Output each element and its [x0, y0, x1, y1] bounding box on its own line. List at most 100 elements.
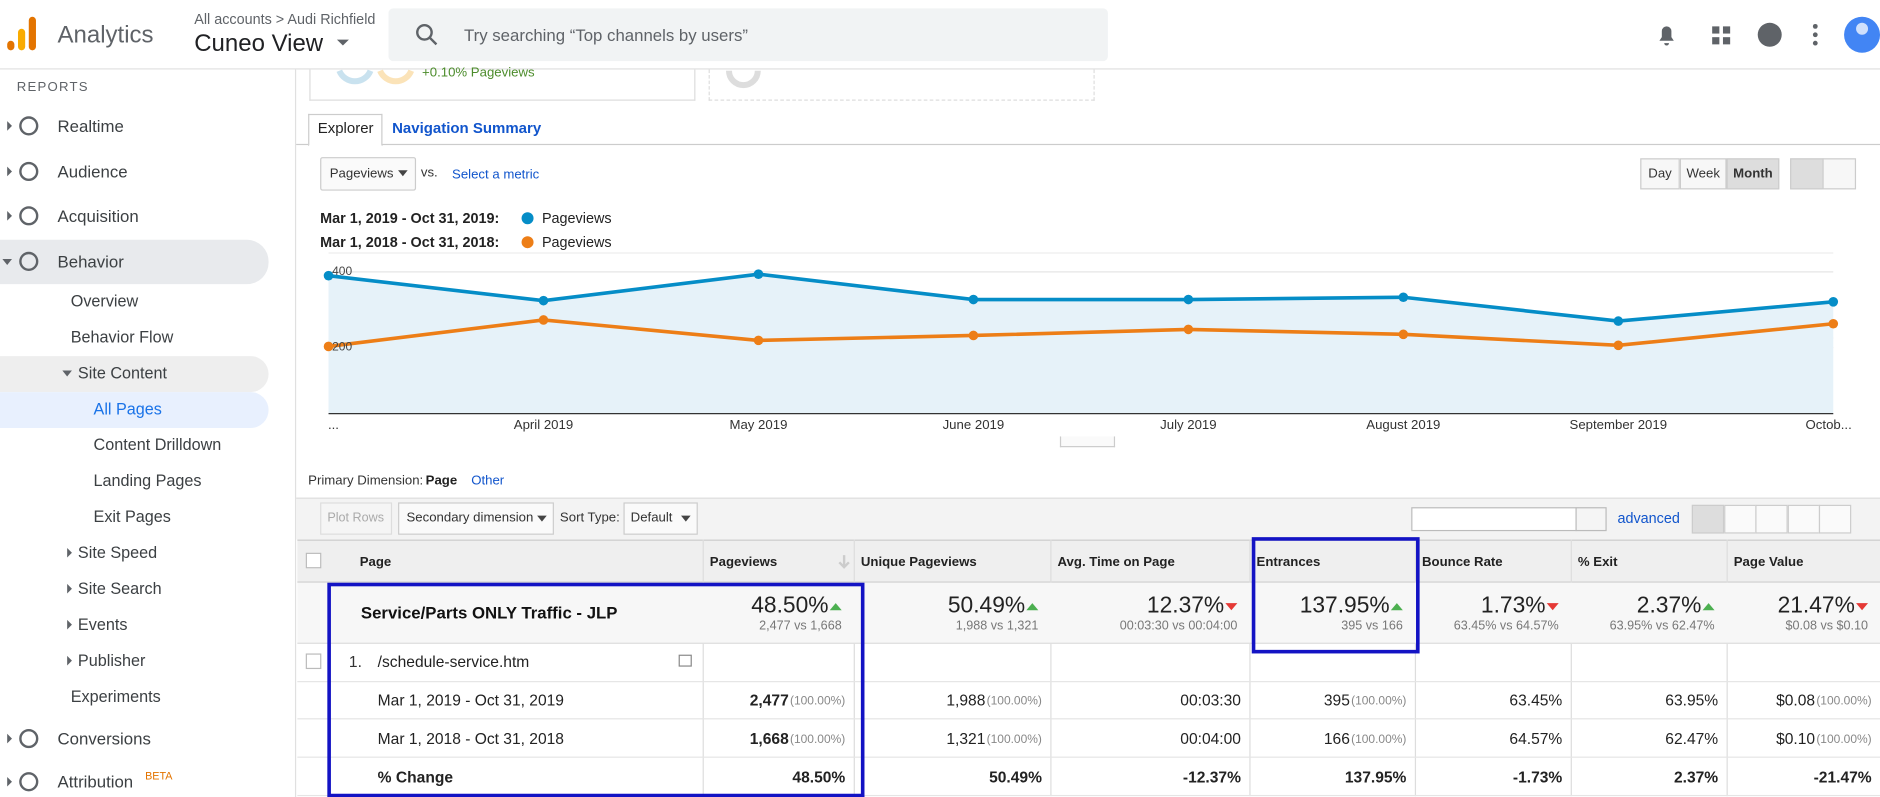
summary-value: 50.49%	[947, 593, 1026, 619]
table-row	[297, 758, 1880, 797]
point	[1183, 294, 1194, 305]
tab-active	[308, 113, 383, 147]
y-tick-label: 200	[332, 340, 353, 355]
nav-item[interactable]: All Pages	[93, 399, 162, 418]
advanced-link[interactable]: advanced	[1617, 509, 1680, 527]
summary-label: Service/Parts ONLY Traffic - JLP	[360, 603, 618, 623]
view-selector[interactable]: Cuneo View	[194, 30, 324, 57]
row-value: 1,321	[946, 729, 986, 748]
nav-item[interactable]: Publisher	[77, 651, 146, 670]
sidebar	[0, 69, 297, 797]
nav-item[interactable]: Audience	[57, 161, 128, 182]
nav-item[interactable]: Site Search	[77, 579, 162, 598]
select-metric[interactable]: Select a metric	[452, 167, 540, 183]
column-header: Bounce Rate	[1422, 555, 1503, 570]
row-index: 1.	[348, 652, 362, 671]
nav-item[interactable]: Site Content	[77, 363, 168, 382]
table-header	[297, 539, 1880, 583]
column-header: Entrances	[1256, 555, 1321, 570]
scorecard	[708, 69, 1095, 101]
legend-label: Pageviews	[541, 209, 612, 227]
other-dimension[interactable]: Other	[471, 473, 505, 488]
row-share: (100.00%)	[1816, 733, 1872, 747]
summary-detail: 2,477 vs 1,668	[759, 618, 842, 634]
period-label[interactable]: Day	[1648, 166, 1672, 182]
tab[interactable]: Navigation Summary	[392, 119, 542, 137]
period-label[interactable]: Month	[1733, 166, 1773, 182]
behavior-highlight	[0, 239, 269, 285]
area	[328, 274, 1834, 414]
nav-item[interactable]: Realtime	[57, 116, 124, 136]
search-input[interactable]: Try searching “Top channels by users”	[464, 25, 748, 45]
metric-select[interactable]: Pageviews	[329, 166, 394, 182]
nav-item[interactable]: Conversions	[57, 728, 151, 749]
summary-value: 2.37%	[1636, 593, 1702, 619]
nav-item[interactable]: Content Drilldown	[93, 435, 222, 454]
row-share: (100.00%)	[789, 694, 846, 709]
line	[328, 318, 1834, 349]
legend-period: Mar 1, 2019 - Oct 31, 2019:	[320, 209, 500, 227]
period-label[interactable]: Week	[1686, 166, 1720, 182]
nav-item[interactable]: Acquisition	[57, 206, 139, 226]
row-value: 1,668	[749, 729, 789, 748]
legend-dot	[521, 212, 534, 225]
column-divider	[1570, 539, 1572, 797]
point	[753, 269, 764, 279]
row-value: 2,477	[749, 691, 789, 710]
scorecard-change: +0.10% Pageviews	[422, 65, 535, 81]
point	[1613, 340, 1624, 351]
column-header: Unique Pageviews	[860, 555, 977, 570]
summary-detail: 395 vs 166	[1341, 618, 1403, 634]
primary-dimension-label: Primary Dimension:	[308, 473, 424, 488]
table-row	[297, 681, 1880, 720]
row-value: 00:03:30	[1180, 691, 1241, 710]
x-tick-label: June 2019	[942, 418, 1005, 433]
legend-period: Mar 1, 2018 - Oct 31, 2018:	[320, 233, 500, 251]
column-header: % Exit	[1577, 555, 1618, 570]
row-value: -21.47%	[1813, 767, 1872, 786]
row-share: (100.00%)	[1351, 694, 1407, 709]
row-value: 00:04:00	[1180, 729, 1241, 748]
summary-value: 12.37%	[1146, 593, 1225, 619]
row-value: -1.73%	[1512, 767, 1563, 786]
nav-item[interactable]: Experiments	[70, 687, 161, 706]
primary-dimension: Page	[425, 473, 458, 488]
point	[1183, 324, 1194, 335]
row-value: 1,988	[946, 691, 986, 710]
row-value: 395	[1323, 691, 1350, 710]
nav-item[interactable]: Attribution	[57, 772, 134, 792]
summary-row	[297, 582, 1880, 644]
nav-item[interactable]: Events	[77, 615, 128, 634]
tab-line	[296, 143, 1880, 146]
secondary-dimension[interactable]: Secondary dimension	[406, 510, 534, 526]
row-value: 50.49%	[989, 767, 1042, 786]
row-value: 166	[1323, 729, 1350, 748]
row-share: (100.00%)	[1816, 694, 1872, 709]
row-share: (100.00%)	[986, 733, 1042, 747]
column-divider	[1726, 539, 1728, 797]
row-value: 64.57%	[1509, 729, 1563, 748]
point	[753, 335, 764, 346]
tab[interactable]: Explorer	[317, 119, 374, 137]
row-value: 63.45%	[1509, 691, 1563, 710]
nav-item[interactable]: Exit Pages	[93, 507, 171, 526]
point	[538, 295, 549, 306]
point	[1613, 316, 1624, 326]
row-share: (100.00%)	[1351, 733, 1407, 747]
nav-item[interactable]: Landing Pages	[93, 471, 202, 490]
row-value: $0.08	[1776, 691, 1816, 710]
row-page[interactable]: /schedule-service.htm	[377, 652, 530, 671]
nav-item[interactable]: Overview	[70, 291, 139, 310]
column-divider	[853, 539, 855, 797]
x-tick-label: May 2019	[729, 418, 788, 433]
breadcrumb: All accounts > Audi Richfield	[194, 10, 376, 28]
nav-item[interactable]: Site Speed	[77, 543, 158, 562]
point	[323, 341, 334, 352]
nav-item[interactable]: Behavior Flow	[70, 327, 174, 346]
nav-item[interactable]: Behavior	[57, 251, 124, 271]
sort-type[interactable]: Default	[630, 510, 673, 526]
point	[968, 294, 979, 305]
row-share: (100.00%)	[789, 733, 846, 747]
